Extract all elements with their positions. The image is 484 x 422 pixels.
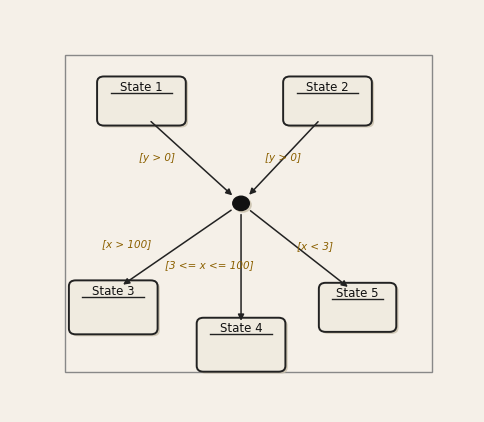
Text: [y > 0]: [y > 0] <box>139 153 175 163</box>
FancyBboxPatch shape <box>71 282 160 336</box>
FancyBboxPatch shape <box>69 280 157 334</box>
Text: [y > 0]: [y > 0] <box>265 153 301 163</box>
Text: [3 <= x <= 100]: [3 <= x <= 100] <box>165 260 253 270</box>
FancyBboxPatch shape <box>320 285 398 334</box>
Text: [x < 3]: [x < 3] <box>297 241 333 251</box>
FancyBboxPatch shape <box>65 54 431 372</box>
Circle shape <box>234 198 251 212</box>
FancyBboxPatch shape <box>283 76 371 125</box>
FancyBboxPatch shape <box>99 78 188 127</box>
FancyBboxPatch shape <box>198 320 287 373</box>
Text: State 2: State 2 <box>305 81 348 94</box>
Text: State 5: State 5 <box>335 287 378 300</box>
FancyBboxPatch shape <box>318 283 395 332</box>
Text: State 3: State 3 <box>92 285 134 298</box>
Text: [x > 100]: [x > 100] <box>101 239 151 249</box>
Circle shape <box>232 196 249 211</box>
Text: State 4: State 4 <box>219 322 262 335</box>
FancyBboxPatch shape <box>97 76 185 125</box>
Text: State 1: State 1 <box>120 81 163 94</box>
FancyBboxPatch shape <box>197 318 285 372</box>
FancyBboxPatch shape <box>285 78 373 127</box>
